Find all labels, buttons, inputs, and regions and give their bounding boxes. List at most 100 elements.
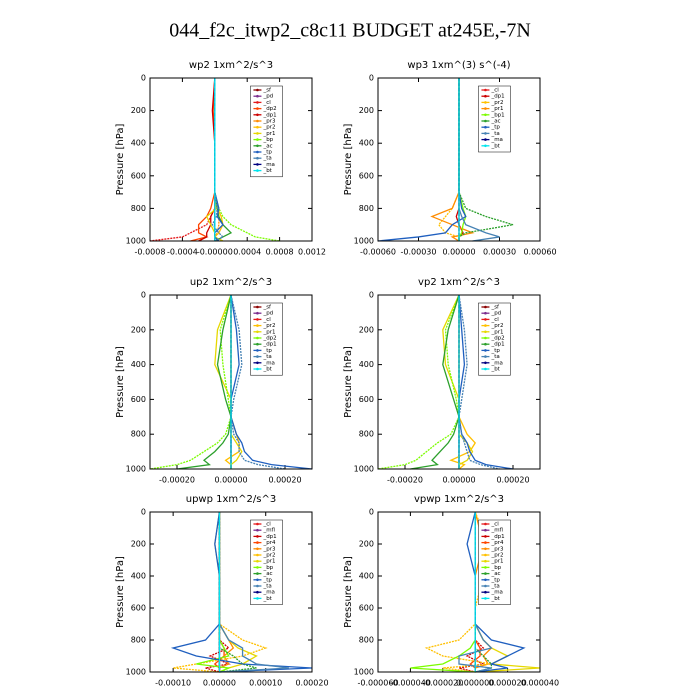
legend-marker [484, 324, 487, 327]
profile-line [173, 511, 268, 673]
legend-marker [256, 572, 259, 575]
y-tick-label: 400 [131, 360, 146, 369]
legend-label: _pr2 [262, 125, 275, 131]
y-tick-label: 800 [359, 636, 374, 645]
legend-label: _pd [262, 94, 273, 100]
legend-label: _mfl [490, 528, 503, 534]
legend-label: _dp1 [262, 534, 276, 540]
legend-marker [484, 125, 487, 129]
legend-label: _tp [490, 125, 500, 131]
legend-marker [256, 107, 259, 110]
legend-marker [484, 590, 487, 594]
profile-line [176, 294, 232, 470]
y-tick-label: 600 [359, 604, 374, 613]
legend-label: _pr4 [262, 540, 276, 546]
y-tick-label: 0 [141, 74, 146, 83]
legend-label: _dp2 [262, 106, 276, 112]
x-tick-label: -0.00010 [155, 679, 191, 688]
y-tick-label: 200 [131, 540, 146, 549]
x-tick-label: -0.0004 [167, 248, 198, 257]
legend-label: _pr2 [262, 323, 275, 329]
legend-marker [484, 541, 487, 544]
y-tick-label: 600 [131, 395, 146, 404]
y-tick-label: 200 [359, 325, 374, 334]
y-tick-label: 0 [369, 508, 374, 517]
panel-title: upwp 1xm^2/s^3 [186, 494, 276, 505]
legend-marker [484, 559, 487, 563]
legend-marker [256, 150, 259, 154]
y-tick-label: 800 [359, 430, 374, 439]
y-tick-label: 200 [359, 106, 374, 115]
profile-line [410, 512, 476, 673]
y-tick-label: 600 [131, 171, 146, 180]
legend-marker [484, 522, 487, 526]
legend-label: _pr1 [262, 131, 275, 137]
legend-marker [484, 566, 487, 569]
y-tick-label: 0 [369, 291, 374, 300]
legend-marker [256, 125, 259, 129]
y-tick-label: 800 [131, 636, 146, 645]
y-axis-label: Pressure [hPa] [343, 556, 354, 628]
legend-label: _bt [490, 143, 500, 149]
profile-line [205, 512, 231, 673]
legend-marker [256, 336, 259, 340]
legend-marker [484, 94, 487, 98]
legend-label: _dp1 [490, 94, 504, 100]
legend-marker [256, 101, 259, 104]
y-tick-label: 400 [131, 572, 146, 581]
x-tick-label: -0.000060 [357, 679, 398, 688]
legend-label: _cl [490, 522, 499, 528]
legend-marker [256, 305, 259, 309]
profile-line [196, 512, 232, 673]
legend-marker [256, 584, 259, 588]
x-tick-label: -0.00000 [197, 248, 233, 257]
profile-line [377, 294, 460, 470]
legend-label: _ac [490, 571, 500, 577]
legend-label: _dp2 [262, 336, 276, 342]
legend-label: _tp [262, 577, 272, 583]
y-tick-label: 1000 [126, 668, 146, 677]
profile-line [230, 294, 286, 470]
legend-marker [484, 113, 487, 117]
legend-label: _tp [262, 348, 272, 354]
y-tick-label: 800 [131, 430, 146, 439]
x-tick-label: 0.000000 [456, 679, 494, 688]
x-tick-label: 0.00000 [442, 248, 475, 257]
x-tick-label: -0.00060 [360, 248, 396, 257]
x-tick-label: 0.0004 [233, 248, 261, 257]
legend-label: _ma [262, 162, 274, 168]
legend-marker [484, 107, 487, 110]
legend-marker [256, 597, 259, 600]
legend-marker [256, 138, 259, 141]
legend-marker [256, 113, 259, 117]
legend-marker [256, 94, 259, 98]
profile-line [458, 294, 500, 470]
profile-line [410, 294, 460, 470]
legend-marker [484, 342, 487, 346]
x-tick-label: 0.00060 [523, 248, 556, 257]
legend-label: _cl [490, 317, 499, 323]
legend-marker [256, 590, 259, 594]
legend-marker [484, 88, 487, 92]
legend-label: _ma [490, 137, 502, 143]
legend-label: _sf [490, 305, 500, 311]
legend-marker [484, 349, 487, 352]
legend-marker [256, 355, 259, 358]
y-tick-label: 0 [369, 74, 374, 83]
legend-marker [256, 324, 259, 327]
profile-line [442, 294, 474, 469]
legend-label: _pr2 [262, 553, 275, 559]
legend-marker [256, 541, 259, 544]
legend-label: _ma [262, 590, 274, 596]
legend-label: _cl [490, 88, 499, 94]
legend-label: _cl [262, 522, 271, 528]
legend-label: _pr3 [262, 119, 276, 125]
legend-marker [256, 163, 259, 166]
legend-marker [484, 572, 487, 575]
x-tick-label: -0.000020 [422, 679, 463, 688]
legend-marker [256, 349, 259, 352]
legend-marker [484, 584, 487, 588]
legend-marker [484, 553, 487, 557]
panel-title: up2 1xm^2/s^3 [190, 277, 272, 288]
